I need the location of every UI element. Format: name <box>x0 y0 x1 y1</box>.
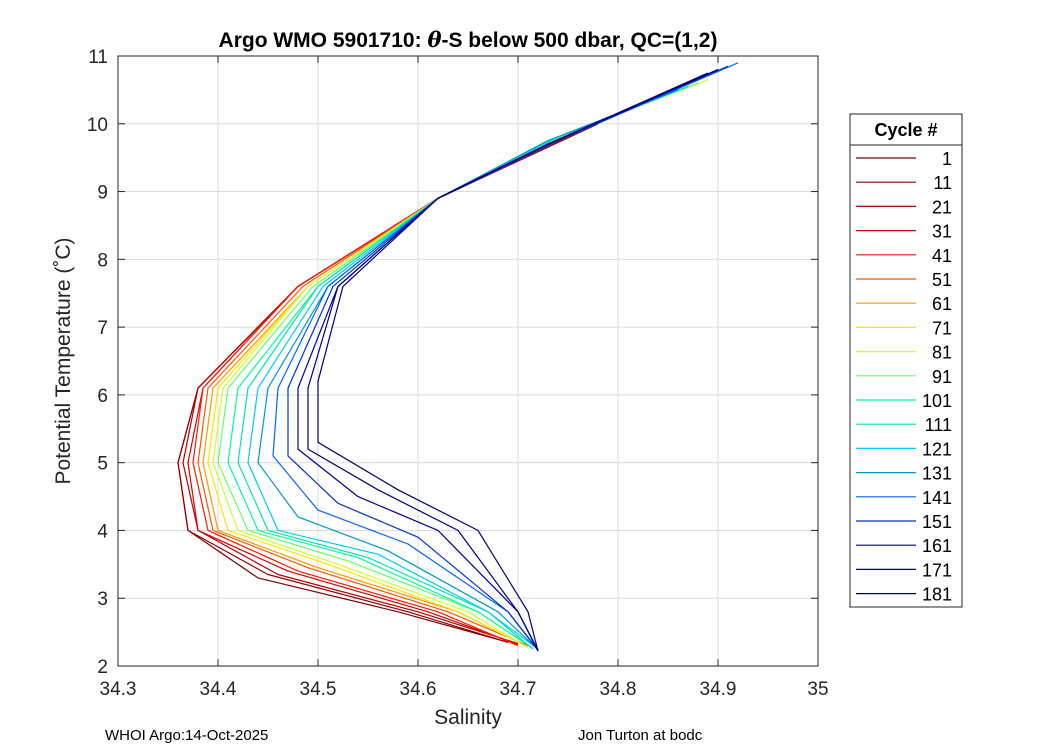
legend-label-cycle-171: 171 <box>922 560 952 580</box>
y-tick-label: 4 <box>97 521 108 542</box>
legend-label-cycle-11: 11 <box>933 173 952 193</box>
footer-left: WHOI Argo:14-Oct-2025 <box>105 727 268 744</box>
legend-label-cycle-21: 21 <box>932 197 952 217</box>
axes-box <box>118 56 818 666</box>
x-tick-label: 34.6 <box>400 679 437 700</box>
y-tick-label: 2 <box>97 657 108 678</box>
series-line-cycle-181 <box>317 72 709 652</box>
y-tick-label: 11 <box>88 47 108 68</box>
y-tick-label: 3 <box>97 589 108 610</box>
footer-right: Jon Turton at bodc <box>578 727 703 744</box>
series-line-cycle-51 <box>197 130 579 647</box>
y-tick-label: 7 <box>97 318 108 339</box>
legend-label-cycle-41: 41 <box>932 246 952 266</box>
legend: Cycle # 11121314151617181911011111211311… <box>849 113 963 608</box>
x-tick-label: 34.3 <box>100 679 137 700</box>
legend-label-cycle-121: 121 <box>922 439 952 459</box>
y-tick-label: 10 <box>87 115 108 136</box>
legend-label-cycle-151: 151 <box>922 512 952 532</box>
x-tick-label: 34.5 <box>300 679 337 700</box>
theta-symbol: θ <box>427 27 441 52</box>
legend-label-cycle-161: 161 <box>922 536 952 556</box>
y-tick-label: 5 <box>97 454 108 475</box>
x-tick-label: 34.8 <box>600 679 637 700</box>
plot-area: 34.3 34.4 34.5 34.6 34.7 34.8 34.9 35 2 3 4 5 6 7 8 9 1… <box>87 47 829 700</box>
chart-title: Argo WMO 5901710: θ-S below 500 dbar, QC… <box>219 27 718 52</box>
legend-label-cycle-111: 111 <box>925 415 952 435</box>
x-tick-label: 34.4 <box>200 679 237 700</box>
legend-label-cycle-91: 91 <box>932 367 952 387</box>
legend-label-cycle-141: 141 <box>922 488 952 508</box>
legend-label-cycle-101: 101 <box>922 391 952 411</box>
x-tick-label: 34.7 <box>500 679 537 700</box>
legend-items: 1112131415161718191101111121131141151161… <box>856 149 952 605</box>
series-line-cycle-131 <box>257 89 679 651</box>
y-axis-label: Potential Temperature (˚C) <box>52 237 75 484</box>
legend-label-cycle-1: 1 <box>942 149 952 169</box>
x-tick-label: 35 <box>807 679 828 700</box>
y-tick-label: 8 <box>97 250 108 271</box>
legend-label-cycle-181: 181 <box>922 585 952 605</box>
legend-label-cycle-61: 61 <box>932 294 952 314</box>
series-line-cycle-151 <box>287 65 729 651</box>
data-lines <box>177 62 739 652</box>
y-tick-label: 6 <box>97 386 108 407</box>
legend-title: Cycle # <box>874 120 937 140</box>
legend-label-cycle-131: 131 <box>922 464 952 484</box>
legend-box <box>849 113 963 608</box>
legend-label-cycle-81: 81 <box>932 343 952 363</box>
series-line-cycle-111 <box>237 85 689 650</box>
legend-label-cycle-71: 71 <box>932 318 952 338</box>
legend-label-cycle-51: 51 <box>932 270 952 290</box>
series-line-cycle-41 <box>192 130 579 647</box>
y-tick-labels: 2 3 4 5 6 7 8 9 10 11 <box>87 47 109 678</box>
x-axis-label: Salinity <box>434 706 502 729</box>
x-tick-label: 34.9 <box>700 679 737 700</box>
legend-label-cycle-31: 31 <box>932 222 952 242</box>
axes-border <box>117 55 819 667</box>
x-tick-labels: 34.3 34.4 34.5 34.6 34.7 34.8 34.9 35 <box>100 679 829 700</box>
y-tick-label: 9 <box>97 183 108 204</box>
